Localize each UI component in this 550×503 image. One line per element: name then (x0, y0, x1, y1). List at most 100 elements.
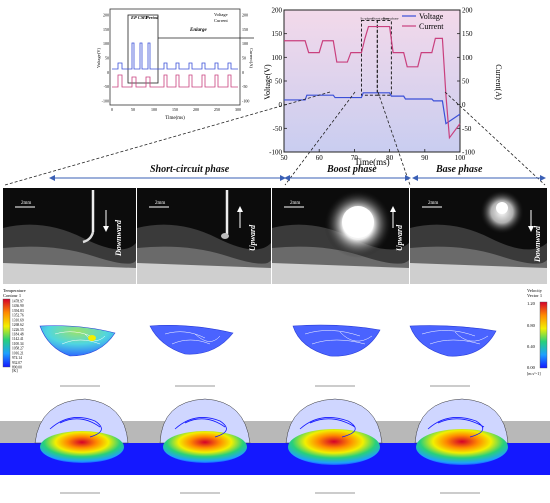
phase-arrowtail-short-circuit (49, 175, 55, 181)
temp-legend-value: 932.07 (12, 361, 22, 365)
simulation-row-2 (0, 398, 550, 494)
small-chart-ytick: 50 (105, 56, 109, 61)
small-chart-ytick-right: -100 (242, 99, 249, 104)
small-chart-ytick: -50 (104, 84, 109, 89)
main-chart-phase-box (360, 19, 378, 96)
sim-3d-pool-3 (285, 398, 383, 465)
phase-label-short-circuit: Short-circuit phase (150, 164, 230, 175)
photo-panel-1: 2mm Downward (3, 188, 136, 284)
main-chart: 50 60 70 80 90 100 200 150 100 50 0 -50 -100 200 150… (263, 7, 502, 168)
small-chart-xtick: 250 (214, 107, 220, 112)
legend-voltage-label: Voltage (419, 12, 444, 21)
photo-scale-2: 2mm (155, 201, 165, 206)
vel-legend-unit: [m s^-1] (527, 371, 541, 376)
temp-legend-value: 1226.55 (12, 328, 24, 332)
small-chart-enlarge-box (127, 14, 159, 84)
photo-image-1: 2mm Downward (3, 188, 136, 284)
small-chart: EP CMT Period Enlarge Voltage Current Vo… (96, 8, 254, 121)
small-chart-xtick: 150 (172, 107, 178, 112)
small-chart-ytick-right: -50 (242, 84, 247, 89)
temp-legend-value: 1268.62 (12, 323, 24, 327)
small-chart-ep-cmt: EP CMT (130, 15, 148, 20)
simulation-row-1: Temperature Contour 1 1478.971436.901394… (2, 288, 548, 387)
main-chart-xtick-label: 90 (421, 154, 429, 162)
main-chart-ytick-label: -50 (273, 125, 283, 133)
small-chart-xtick: 300 (235, 107, 241, 112)
sim-3d-pool-1 (34, 398, 129, 463)
main-chart-ytick-right-label: 0 (462, 101, 466, 109)
temp-legend-value: 1058.27 (12, 347, 24, 351)
main-chart-xtick-label: 60 (316, 154, 324, 162)
zoom-line-2 (284, 91, 356, 186)
vel-legend-value-3: 0.40 (527, 344, 536, 349)
small-chart-legend-current: Current (214, 18, 228, 23)
sim-pool-3 (292, 324, 381, 357)
small-chart-xticks: 0 50 100 150 200 250 300 (111, 107, 241, 112)
zoom-line-4 (444, 91, 546, 186)
main-chart-xticks: 50 60 70 80 90 100 (281, 149, 466, 162)
main-chart-ytick-label: 100 (272, 54, 283, 62)
phase-label-base: Base phase (436, 164, 483, 175)
sim-pool-2 (149, 325, 234, 355)
sim-pool-4 (409, 325, 497, 357)
photo-direction-3: Upward (395, 224, 404, 251)
zoom-lines (4, 91, 546, 186)
small-chart-ytick-right: 0 (242, 70, 244, 75)
phase-arrowhead-boost (405, 175, 411, 181)
small-chart-enlarge: Enlarge (189, 28, 207, 33)
small-chart-yticks: 200 200 150 150 100 100 50 50 0 0 -50 -50 -100 -100 (102, 13, 250, 104)
temp-legend-value: 1436.90 (12, 304, 24, 308)
main-chart-ytick-label: -100 (269, 149, 282, 157)
main-chart-phase-box (376, 19, 392, 96)
small-chart-ytick-right: 200 (242, 13, 248, 18)
photo-direction-1: Downward (114, 219, 123, 257)
small-chart-ytick: 150 (103, 27, 109, 32)
main-chart-xtick-label: 80 (386, 154, 394, 162)
temp-legend-value: 890.00 (12, 366, 22, 370)
legend-current-label: Current (419, 22, 444, 31)
photo-scale-1: 2mm (21, 201, 31, 206)
main-chart-legend: Voltage Current (402, 12, 444, 31)
phase-arrowtail-boost (284, 175, 290, 181)
vel-legend-value-2: 0.80 (527, 323, 536, 328)
photo-direction-2: Upward (248, 224, 257, 251)
main-chart-phase-label: Sc-phase (360, 16, 373, 20)
small-chart-ytick: 0 (107, 70, 109, 75)
main-chart-ylabel: Voltage(V) (263, 64, 272, 100)
small-chart-xlabel: Time(ms) (165, 116, 185, 121)
main-chart-ytick-label: 50 (275, 78, 283, 86)
temp-legend-title: Temperature (3, 288, 26, 293)
small-chart-xtick: 0 (111, 107, 113, 112)
main-chart-ytick-label: 200 (272, 7, 283, 15)
small-chart-period: Period (146, 15, 159, 20)
temp-legend-value: 1142.41 (12, 337, 24, 341)
temp-legend-value: 1394.83 (12, 309, 24, 313)
main-chart-ylabel-right: Current(A) (494, 64, 502, 100)
temp-legend-value: 1016.21 (12, 351, 24, 355)
temp-legend-value: 1478.97 (12, 300, 24, 304)
temp-legend-value: 974.14 (12, 356, 22, 360)
zoom-line-3 (377, 91, 411, 186)
small-chart-voltage-line (112, 42, 238, 70)
small-chart-current-line (112, 74, 238, 88)
temp-legend-subtitle: Contour 1 (3, 293, 21, 298)
phase-arrowhead-base (540, 175, 546, 181)
photo-scale-4: 2mm (428, 201, 438, 206)
main-chart-yticks-right: 200 150 100 50 0 -50 -100 (457, 7, 475, 157)
main-chart-xtick-label: 70 (351, 154, 359, 162)
photo-image-2: 2mm Upward (137, 188, 271, 284)
temp-legend-value: 1352.76 (12, 314, 24, 318)
temp-legend-values: 1478.971436.901394.831352.761310.691268.… (12, 300, 24, 370)
temp-legend-value: 1184.48 (12, 333, 24, 337)
sim-3d-pool-4 (414, 398, 509, 465)
vel-legend-value-4: 0.00 (527, 365, 536, 370)
main-chart-xtick-label: 50 (281, 154, 289, 162)
phase-arrowhead-short-circuit (280, 175, 286, 181)
main-chart-ytick-right-label: 200 (462, 7, 473, 15)
photo-scale-3: 2mm (290, 201, 300, 206)
sim-3d-pool-2 (159, 398, 251, 463)
vel-legend-value-1: 1.20 (527, 301, 536, 306)
main-chart-phase-label: Boost phase (372, 16, 389, 20)
photo-image-3: 2mm Upward (272, 188, 409, 284)
